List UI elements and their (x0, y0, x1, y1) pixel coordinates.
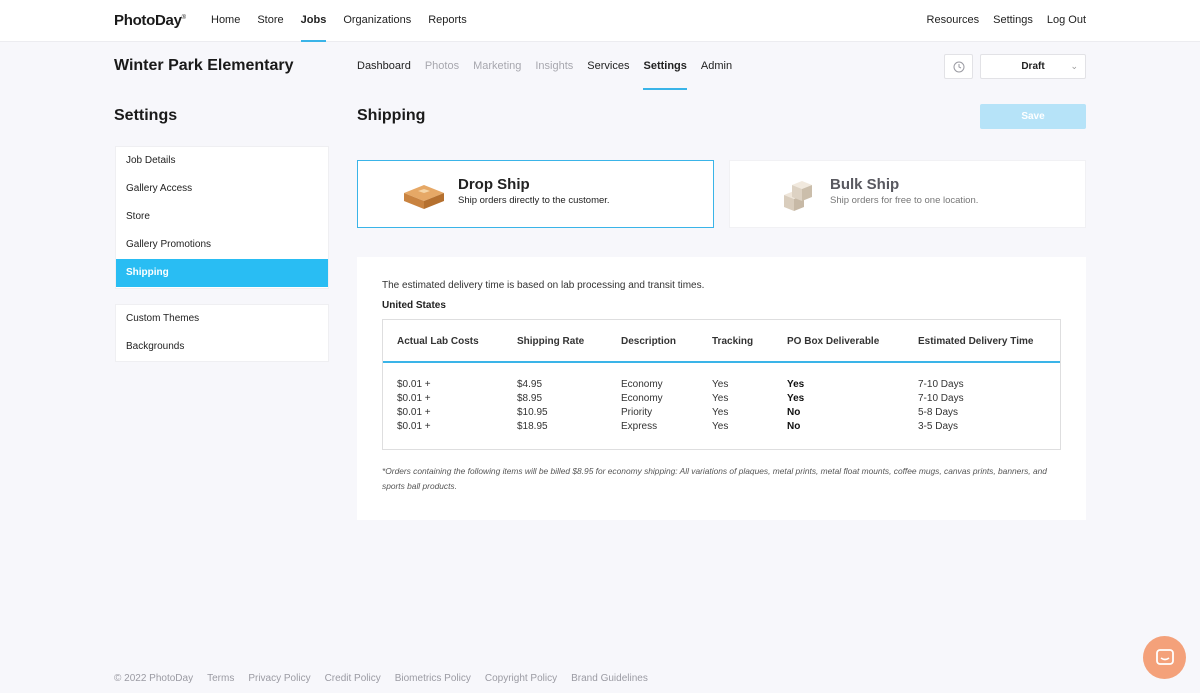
col-delivery-time: Estimated Delivery Time (918, 336, 1034, 347)
country-label: United States (382, 300, 446, 311)
delivery-intro: The estimated delivery time is based on … (382, 280, 705, 291)
job-subnav: Dashboard Photos Marketing Insights Serv… (357, 50, 746, 90)
cell-delivery-time: 7-10 Days (918, 379, 964, 390)
drop-ship-desc: Ship orders directly to the customer. (458, 195, 610, 206)
cell-tracking: Yes (712, 379, 729, 390)
nav-store[interactable]: Store (257, 14, 284, 26)
table-row: $0.01 + $8.95 Economy Yes Yes 7-10 Days (383, 393, 1060, 407)
theme-menu: Custom Themes Backgrounds (115, 304, 329, 362)
cell-delivery-time: 3-5 Days (918, 421, 959, 432)
sidebar-item-custom-themes[interactable]: Custom Themes (126, 313, 200, 324)
primary-nav: Home Store Jobs Organizations Reports (211, 0, 484, 42)
shipping-footnote: *Orders containing the following items w… (382, 466, 1047, 491)
cell-po-box: No (787, 421, 801, 432)
shipping-rates-panel: The estimated delivery time is based on … (357, 257, 1086, 520)
sidebar-item-gallery-access[interactable]: Gallery Access (126, 183, 193, 194)
table-row: $0.01 + $18.95 Express Yes No 3-5 Days (383, 421, 1060, 435)
cell-rate: $8.95 (517, 393, 543, 404)
table-header: Actual Lab Costs Shipping Rate Descripti… (383, 320, 1060, 363)
bulk-ship-desc: Ship orders for free to one location. (830, 195, 979, 206)
tab-dashboard[interactable]: Dashboard (357, 60, 411, 72)
job-title: Winter Park Elementary (114, 57, 294, 74)
cell-description: Economy (621, 379, 663, 390)
cell-po-box: No (787, 407, 801, 418)
footer-link-biometrics[interactable]: Biometrics Policy (394, 673, 471, 684)
tab-admin[interactable]: Admin (700, 60, 733, 72)
page-title: Shipping (357, 107, 426, 124)
cell-tracking: Yes (712, 393, 729, 404)
tab-services[interactable]: Services (587, 60, 630, 72)
drop-ship-box-icon (404, 185, 444, 209)
tab-photos[interactable]: Photos (424, 60, 460, 72)
col-actual-lab-costs: Actual Lab Costs (397, 336, 479, 347)
drop-ship-name: Drop Ship (458, 176, 530, 193)
col-shipping-rate: Shipping Rate (517, 336, 585, 347)
status-select[interactable]: Draft ⌄ (980, 54, 1086, 79)
page-footer: © 2022 PhotoDay Terms Privacy Policy Cre… (114, 673, 662, 684)
account-nav: Resources Settings Log Out (913, 0, 1086, 42)
sidebar-item-backgrounds[interactable]: Backgrounds (126, 341, 185, 352)
top-navigation: PhotoDay® Home Store Jobs Organizations … (0, 0, 1200, 42)
nav-reports[interactable]: Reports (428, 14, 467, 26)
drop-ship-option[interactable]: Drop Ship Ship orders directly to the cu… (357, 160, 714, 228)
shipping-rates-table: Actual Lab Costs Shipping Rate Descripti… (382, 319, 1061, 450)
sidebar-item-job-details[interactable]: Job Details (126, 155, 176, 166)
cell-description: Express (621, 421, 658, 432)
bulk-ship-option[interactable]: Bulk Ship Ship orders for free to one lo… (729, 160, 1086, 228)
cell-tracking: Yes (712, 421, 729, 432)
cell-description: Priority (621, 407, 653, 418)
cell-rate: $10.95 (517, 407, 548, 418)
footer-link-privacy[interactable]: Privacy Policy (248, 673, 311, 684)
cell-rate: $4.95 (517, 379, 543, 390)
bulk-ship-name: Bulk Ship (830, 176, 900, 193)
cell-delivery-time: 5-8 Days (918, 407, 959, 418)
cell-lab-cost: $0.01 + (397, 407, 431, 418)
chat-button[interactable] (1143, 636, 1186, 679)
history-button[interactable] (944, 54, 973, 79)
footer-link-credit[interactable]: Credit Policy (324, 673, 381, 684)
table-row: $0.01 + $10.95 Priority Yes No 5-8 Days (383, 407, 1060, 421)
tab-insights[interactable]: Insights (535, 60, 574, 72)
col-po-box: PO Box Deliverable (787, 336, 880, 347)
cell-description: Economy (621, 393, 663, 404)
cell-delivery-time: 7-10 Days (918, 393, 964, 404)
footer-link-copyright[interactable]: Copyright Policy (484, 673, 558, 684)
cell-po-box: Yes (787, 393, 805, 404)
footer-link-brand[interactable]: Brand Guidelines (571, 673, 648, 684)
sidebar-item-store[interactable]: Store (126, 211, 150, 222)
sidebar-item-shipping[interactable]: Shipping (116, 259, 328, 287)
nav-organizations[interactable]: Organizations (343, 14, 412, 26)
photoday-logo[interactable]: PhotoDay® (114, 12, 186, 29)
col-description: Description (621, 336, 677, 347)
nav-jobs[interactable]: Jobs (300, 0, 326, 42)
bulk-ship-boxes-icon (784, 181, 812, 211)
footer-copyright: © 2022 PhotoDay (114, 673, 194, 684)
settings-menu: Job Details Gallery Access Store Gallery… (115, 146, 329, 289)
cell-tracking: Yes (712, 407, 729, 418)
tab-settings[interactable]: Settings (643, 50, 688, 90)
history-icon (953, 61, 964, 72)
nav-settings[interactable]: Settings (993, 14, 1033, 26)
chevron-down-icon: ⌄ (1070, 61, 1078, 71)
col-tracking: Tracking (712, 336, 754, 347)
table-row: $0.01 + $4.95 Economy Yes Yes 7-10 Days (383, 379, 1060, 393)
chat-icon (1155, 648, 1174, 665)
status-select-value: Draft (1021, 61, 1045, 72)
footer-link-terms[interactable]: Terms (207, 673, 235, 684)
sidebar-item-gallery-promotions[interactable]: Gallery Promotions (126, 239, 212, 250)
cell-rate: $18.95 (517, 421, 548, 432)
cell-lab-cost: $0.01 + (397, 379, 431, 390)
cell-lab-cost: $0.01 + (397, 421, 431, 432)
settings-title: Settings (114, 107, 178, 124)
tab-marketing[interactable]: Marketing (473, 60, 522, 72)
cell-po-box: Yes (787, 379, 805, 390)
cell-lab-cost: $0.01 + (397, 393, 431, 404)
nav-resources[interactable]: Resources (926, 14, 980, 26)
nav-logout[interactable]: Log Out (1046, 14, 1086, 26)
nav-home[interactable]: Home (211, 14, 241, 26)
save-button[interactable]: Save (980, 104, 1086, 129)
